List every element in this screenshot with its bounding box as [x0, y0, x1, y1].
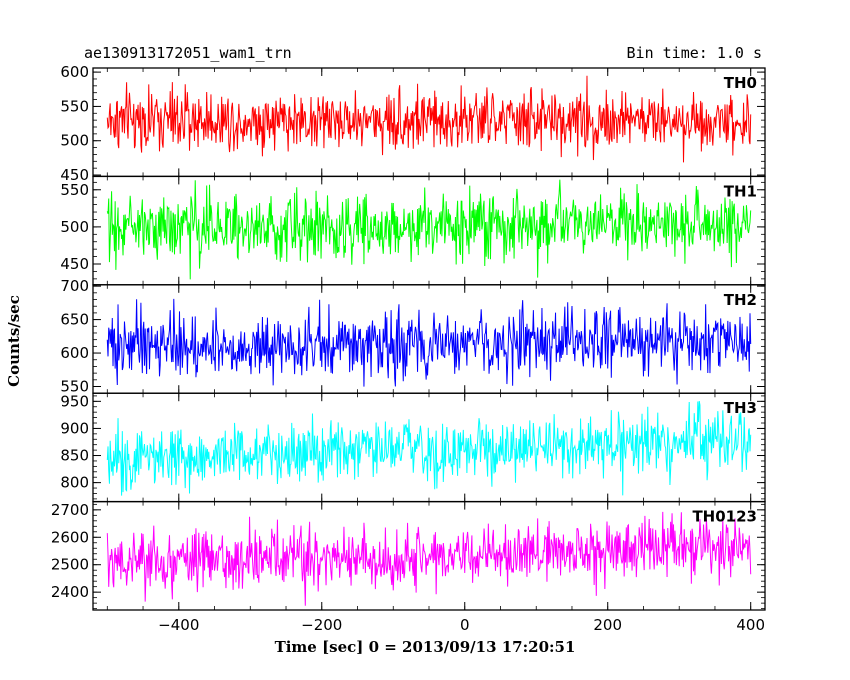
series-label-th1: TH1	[724, 182, 757, 200]
series-line-th0123	[106, 511, 752, 606]
y-tick-label-th0123-2600: 2600	[51, 528, 89, 546]
x-tick-label--400: −400	[158, 616, 199, 634]
y-tick-label-th0-450: 450	[60, 166, 89, 184]
y-tick-label-th0-500: 500	[60, 132, 89, 150]
series-label-th2: TH2	[724, 291, 757, 309]
x-tick-label--200: −200	[301, 616, 342, 634]
y-tick-label-th2-650: 650	[60, 311, 89, 329]
series-line-th2	[106, 298, 752, 387]
y-tick-label-th1-450: 450	[60, 255, 89, 273]
y-tick-label-th3-800: 800	[60, 474, 89, 492]
series-line-th0	[106, 75, 752, 163]
y-tick-label-th0123-2500: 2500	[51, 556, 89, 574]
y-tick-label-th0123-2700: 2700	[51, 501, 89, 519]
x-tick-label-200: 200	[593, 616, 622, 634]
series-line-th1	[106, 179, 752, 280]
y-tick-label-th3-850: 850	[60, 447, 89, 465]
y-tick-label-th0123-2400: 2400	[51, 583, 89, 601]
y-tick-label-th0-550: 550	[60, 97, 89, 115]
chart-title: ae130913172051_wam1_trn	[84, 44, 292, 62]
x-tick-label-0: 0	[460, 616, 470, 634]
x-tick-label-400: 400	[736, 616, 765, 634]
y-tick-label-th2-700: 700	[60, 277, 89, 295]
y-tick-label-th1-550: 550	[60, 181, 89, 199]
series-label-th0: TH0	[724, 74, 757, 92]
y-tick-label-th0-600: 600	[60, 63, 89, 81]
bin-time-label: Bin time: 1.0 s	[626, 44, 762, 62]
x-axis-label: Time [sec] 0 = 2013/09/13 17:20:51	[274, 638, 576, 656]
y-tick-label-th3-950: 950	[60, 392, 89, 410]
y-tick-label-th2-550: 550	[60, 378, 89, 396]
y-tick-label-th2-600: 600	[60, 344, 89, 362]
y-tick-label-th3-900: 900	[60, 419, 89, 437]
series-line-th3	[106, 400, 752, 496]
series-label-th3: TH3	[724, 399, 757, 417]
y-tick-label-th1-500: 500	[60, 218, 89, 236]
series-label-th0123: TH0123	[692, 508, 757, 526]
